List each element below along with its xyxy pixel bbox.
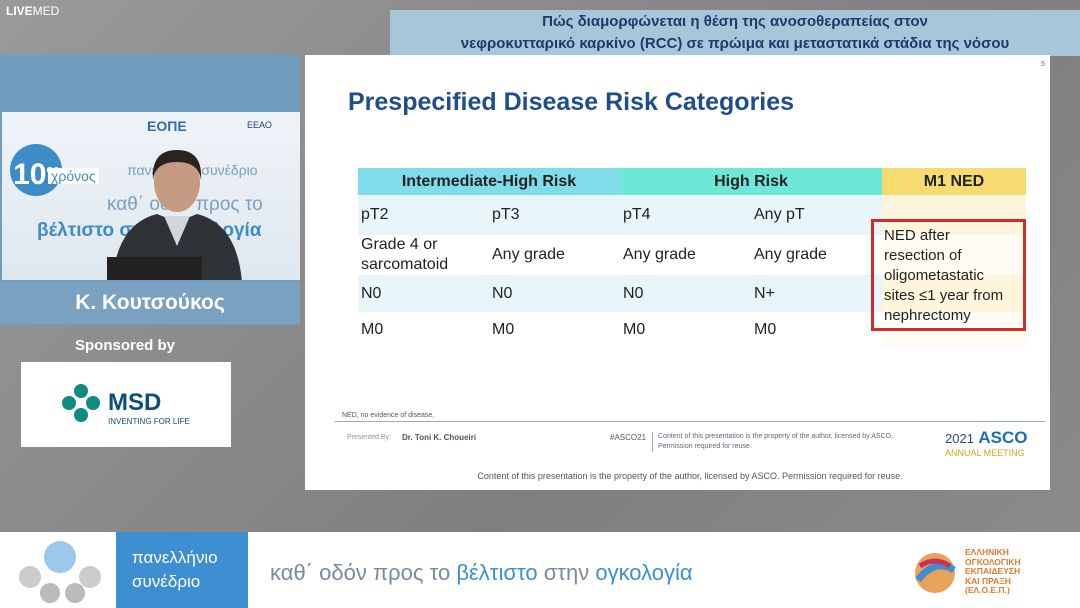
table-cell: Any pT — [751, 195, 882, 235]
org-line: ΟΓΚΟΛΟΓΙΚΗ — [965, 556, 1021, 567]
sponsor-label: Sponsored by — [74, 337, 175, 354]
ned-column-cell — [882, 195, 1026, 235]
org-line: ΕΚΠΑΙΔΕΥΣΗ — [965, 566, 1021, 576]
asco-word: ASCO — [978, 428, 1028, 447]
org-icon — [915, 553, 956, 593]
footnote: NED, no evidence of disease. — [342, 412, 435, 419]
header-cell: Intermediate-High Risk — [358, 168, 620, 195]
badge-word: χρόνος — [48, 168, 99, 184]
ned-line: NED after — [884, 227, 950, 244]
org-line: ΚΑΙ ΠΡΑΞΗ — [965, 575, 1011, 586]
ned-column-cell — [882, 235, 1026, 275]
speaker-name: Κ. Κουτσούκος — [0, 282, 300, 324]
footer-rights: Content of this presentation is the prop… — [652, 432, 917, 452]
bottom-banner: πανελλήνιο συνέδριο καθ΄ οδόν προς το βέλ… — [0, 532, 1080, 608]
m1-ned-box: NED after resection of oligometastatic site… — [871, 219, 1026, 331]
speaker-silhouette — [107, 150, 242, 280]
header: Πώς διαμορφώνεται η θέση της ανοσοθεραπε… — [390, 10, 1080, 56]
sponsor-logo: MSD INVENTING FOR LIFE — [21, 362, 231, 447]
banner-icons — [19, 541, 101, 603]
badge-number: 10 — [13, 158, 47, 191]
banner-box-line: πανελλήνιο — [132, 548, 218, 567]
table-cell: pT4 — [620, 195, 751, 235]
table-cell: Grade 4 or sarcomatoid — [358, 235, 489, 275]
table-cell: Any grade — [489, 235, 620, 275]
table-cell: pT2 — [358, 195, 489, 235]
divider — [335, 421, 1045, 422]
table-cell: M0 — [620, 312, 751, 347]
table-cell: M0 — [751, 312, 882, 347]
table-cell: M0 — [489, 312, 620, 347]
table-cell: N+ — [751, 275, 882, 312]
org-name: ΕΛΛΗΝΙΚΗ ΟΓΚΟΛΟΓΙΚΗ ΕΚΠΑΙΔΕΥΣΗ ΚΑΙ ΠΡΑΞΗ (ΕΛ… — [965, 547, 1021, 596]
ned-line: sites ≤1 year from — [884, 287, 1004, 304]
presented-label: Presented By: — [347, 434, 391, 441]
table-row: Grade 4 or sarcomatoid Any grade Any grade… — [358, 235, 1026, 275]
banner-box-line: συνέδριο — [132, 572, 201, 591]
brand-med: MED — [32, 4, 60, 18]
table-cell: Any grade — [751, 235, 882, 275]
asco-logo: 2021 ASCO ANNUAL MEETING — [945, 428, 1028, 458]
header-cell: High Risk — [620, 168, 882, 195]
asco-meeting: ANNUAL MEETING — [945, 448, 1025, 458]
msd-icon — [62, 384, 100, 422]
banner-tagline: καθ΄ οδόν προς το βέλτιστο στην ογκολογί… — [270, 560, 693, 586]
msd-wordmark: MSD — [108, 389, 162, 416]
table-cell: N0 — [489, 275, 620, 312]
org-logo-2: ΕΕΑΟ — [247, 120, 272, 130]
tag-part: καθ΄ οδόν προς το — [270, 560, 451, 585]
slide: 5 Prespecified Disease Risk Categories I… — [305, 55, 1050, 490]
asco-year: 2021 — [945, 431, 974, 446]
hashtag: #ASCO21 — [610, 433, 647, 442]
ned-line: resection of — [884, 247, 962, 264]
brand-live: LIVE — [6, 4, 33, 18]
ned-line: oligometastatic — [884, 267, 985, 284]
table-cell: M0 — [358, 312, 489, 347]
brand: LIVEMED — [6, 4, 59, 18]
table-cell: Any grade — [620, 235, 751, 275]
msd-tagline: INVENTING FOR LIFE — [108, 417, 190, 426]
table-cell: N0 — [620, 275, 751, 312]
banner-box: πανελλήνιο συνέδριο — [116, 532, 248, 608]
org-logo: ΕΟΠΕ — [147, 118, 187, 134]
slide-title: Prespecified Disease Risk Categories — [348, 88, 795, 116]
page-number: 5 — [1041, 61, 1045, 68]
speaker-video[interactable]: 10ος χρόνος ΕΟΠΕ ΕΕΑΟ πανελλήνιο συνέδρι… — [2, 112, 300, 280]
org-line: (ΕΛ.Ο.Ε.Π.) — [965, 585, 1010, 595]
table-row: pT2 pT3 pT4 Any pT — [358, 195, 1026, 235]
org-line: ΕΛΛΗΝΙΚΗ — [965, 547, 1009, 557]
tag-part: βέλτιστο — [456, 560, 538, 585]
header-line: Πώς διαμορφώνεται η θέση της ανοσοθεραπε… — [542, 13, 928, 30]
table-row: N0 N0 N0 N+ — [358, 275, 1026, 312]
presenter: Dr. Toni K. Choueiri — [402, 433, 477, 442]
tag-part: στην — [543, 560, 590, 585]
ned-column-cell — [882, 275, 1026, 312]
header-line: νεφροκυτταρικό καρκίνο (RCC) σε πρώιμα κ… — [460, 35, 1010, 52]
notice: Content of this presentation is the prop… — [477, 471, 903, 481]
header-cell: M1 NED — [882, 168, 1026, 195]
table-cell: pT3 — [489, 195, 620, 235]
tag-part: ογκολογία — [595, 560, 693, 585]
table-cell: N0 — [358, 275, 489, 312]
ned-line: nephrectomy — [884, 307, 971, 324]
header-row: Intermediate-High Risk High Risk M1 NED — [358, 168, 1026, 195]
